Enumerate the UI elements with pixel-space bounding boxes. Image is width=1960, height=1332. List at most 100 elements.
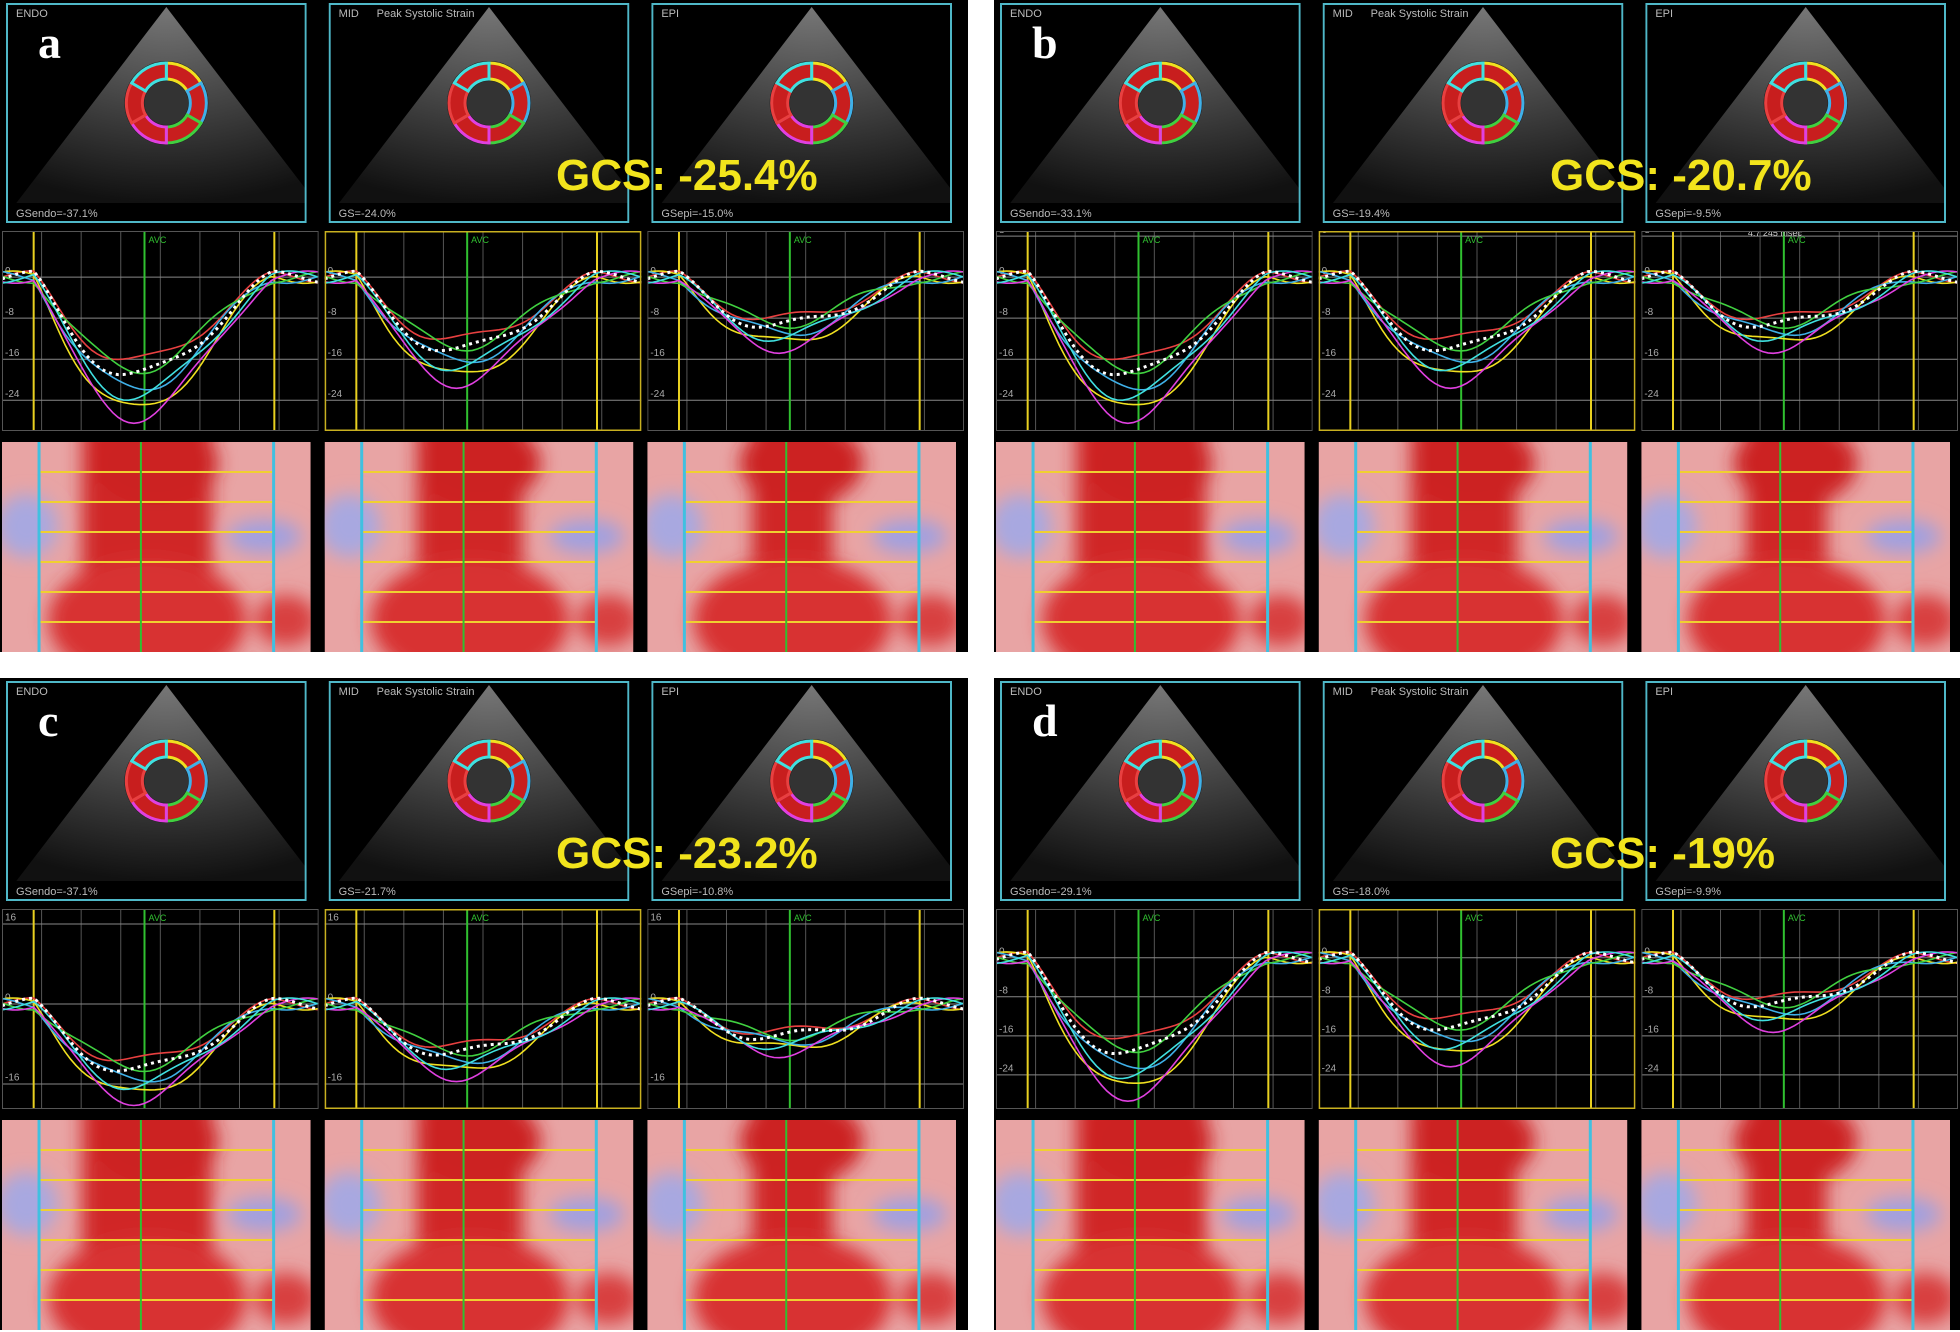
strain-curve — [647, 270, 964, 343]
echo-frame — [651, 681, 952, 901]
ring-center — [789, 759, 834, 803]
echo-frame — [1645, 681, 1946, 901]
map-blob — [94, 442, 219, 505]
strain-curve — [1641, 951, 1958, 1034]
y-tick-label: -24 — [1322, 389, 1337, 400]
strain-curve — [1318, 269, 1636, 353]
map-blob — [900, 1273, 956, 1324]
map-blob — [647, 1172, 703, 1236]
global-strain: GSepi=-9.9% — [1655, 886, 1721, 898]
strain-curve — [1641, 951, 1958, 1001]
strain-curve — [2, 270, 319, 425]
strain-curve — [647, 997, 964, 1046]
map-blob — [739, 442, 864, 505]
gcs-label: GCS: -19% — [1550, 829, 1775, 878]
echo-frame — [328, 3, 630, 223]
map-blob — [1687, 1235, 1886, 1330]
ring-center — [1138, 81, 1183, 125]
chart-frame — [647, 231, 964, 431]
ring-segment — [129, 61, 168, 94]
strain-curve — [324, 997, 642, 1069]
map-blob — [1894, 595, 1950, 646]
map-blob — [48, 1235, 246, 1330]
strain-curve — [2, 270, 319, 402]
map-blob — [370, 557, 569, 652]
map-blob — [1042, 557, 1240, 652]
echo-view: MID Peak Systolic Strain GS=-19.4% — [1322, 3, 1624, 223]
map-blob — [1866, 519, 1941, 554]
ring-segment — [1123, 739, 1162, 772]
echo-view: MID Peak Systolic Strain GS=-21.7% — [328, 681, 630, 901]
gcs-label: GCS: -25.4% — [556, 151, 818, 200]
layer-label: ENDO — [1010, 8, 1042, 20]
view-title: Peak Systolic Strain — [1371, 8, 1469, 20]
map-blob — [1411, 1120, 1535, 1183]
map-blob — [324, 494, 381, 558]
y-tick-label: 8 — [999, 225, 1005, 236]
avc-label: AVC — [1143, 235, 1161, 245]
strain-curve — [996, 950, 1313, 1055]
map-blob — [255, 595, 311, 646]
map-blob — [577, 1273, 634, 1324]
y-tick-label: -16 — [650, 1073, 665, 1084]
chart-frame — [1641, 231, 1958, 431]
y-tick-label: -16 — [1322, 1024, 1337, 1035]
strain-curve — [1318, 950, 1636, 1032]
y-tick-label: -8 — [650, 307, 659, 318]
strain-curve — [996, 269, 1313, 377]
map-blob — [1088, 1120, 1213, 1183]
avc-label: AVC — [1465, 913, 1483, 923]
map-blob — [94, 1120, 219, 1183]
strain-map — [2, 1120, 311, 1330]
echo-frame — [1000, 3, 1301, 223]
map-blobs — [647, 1120, 956, 1330]
global-strain: GSendo=-37.1% — [16, 208, 98, 220]
echo-frame — [1322, 3, 1624, 223]
y-tick-label: -24 — [650, 389, 665, 400]
ring-center — [467, 81, 511, 125]
ring-center — [1461, 81, 1505, 125]
echo-view: MID Peak Systolic Strain GS=-24.0% — [328, 3, 630, 223]
y-tick-label: -16 — [328, 1073, 343, 1084]
echo-frame — [1645, 3, 1946, 223]
chart-frame — [1641, 909, 1958, 1109]
strain-curve — [324, 997, 642, 1083]
map-blob — [693, 1235, 892, 1330]
echo-view: ENDO GSendo=-37.1% — [6, 3, 307, 223]
map-blob — [577, 595, 634, 646]
strain-curve — [1641, 270, 1958, 337]
global-strain: GSepi=-10.8% — [661, 886, 733, 898]
strain-curve — [647, 270, 964, 355]
annotation: 4.7 245 msec — [1748, 228, 1803, 238]
y-tick-label: -16 — [5, 348, 20, 359]
echo-frame — [1322, 681, 1624, 901]
strain-curve — [1318, 270, 1636, 372]
avc-label: AVC — [1143, 913, 1161, 923]
strain-curve — [1641, 951, 1958, 1022]
map-blob — [227, 1197, 302, 1232]
chart-frame — [2, 909, 319, 1109]
avc-label: AVC — [471, 913, 489, 923]
strain-curve — [996, 951, 1313, 1080]
map-blob — [2, 1172, 58, 1236]
ring-center — [1783, 759, 1828, 803]
map-blob — [1411, 442, 1535, 505]
y-tick-label: 8 — [1644, 225, 1650, 236]
map-blob — [417, 442, 541, 505]
strain-curve — [647, 997, 964, 1059]
avc-label: AVC — [471, 235, 489, 245]
global-strain: GSendo=-33.1% — [1010, 208, 1092, 220]
view-title: Peak Systolic Strain — [377, 686, 475, 698]
y-tick-label: -24 — [5, 389, 20, 400]
map-blob — [1687, 557, 1886, 652]
ring-segment — [1446, 739, 1485, 772]
map-blob — [1042, 1235, 1240, 1330]
map-blobs — [324, 1120, 634, 1330]
ring-segment — [774, 739, 814, 772]
avc-label: AVC — [1465, 235, 1483, 245]
ring-center — [1138, 759, 1183, 803]
chart-frame — [2, 231, 319, 431]
